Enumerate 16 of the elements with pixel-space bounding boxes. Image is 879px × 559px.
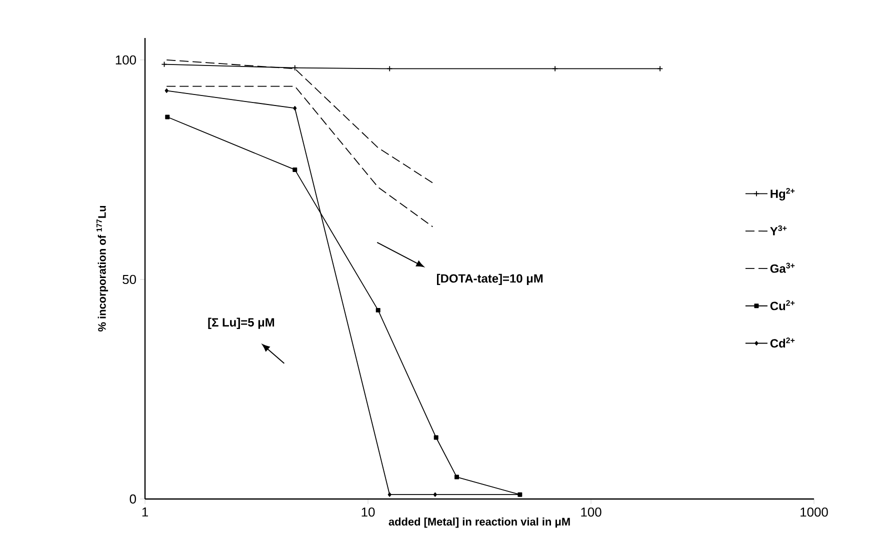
annotation: [DOTA-tate]=10 μM xyxy=(437,274,543,286)
x-tick-label: 1 xyxy=(142,508,148,516)
legend-label: Ga$^{3+}$ xyxy=(770,262,795,273)
y-tick-label: 50 xyxy=(122,274,136,284)
annotation: [Σ Lu]=5 μM xyxy=(208,318,274,329)
y-tick-label: 0 xyxy=(130,494,136,504)
legend-label: Cu$^{2+}$ xyxy=(770,300,795,310)
x-tick-label: 1000 xyxy=(800,508,828,517)
legend-label: Hg$^{2+}$ xyxy=(770,188,795,200)
x-tick-label: 100 xyxy=(581,508,602,517)
x-axis-title: added [Metal] in reaction vial in μM xyxy=(388,518,570,528)
y-tick-label: 100 xyxy=(116,55,136,65)
x-tick-label: 10 xyxy=(362,508,375,517)
legend-label: Cd$^{2+}$ xyxy=(770,338,795,348)
legend-label: Y$^{3+}$ xyxy=(770,225,787,236)
y-axis-title: % incorporation of $^{177}$Lu xyxy=(96,206,108,332)
